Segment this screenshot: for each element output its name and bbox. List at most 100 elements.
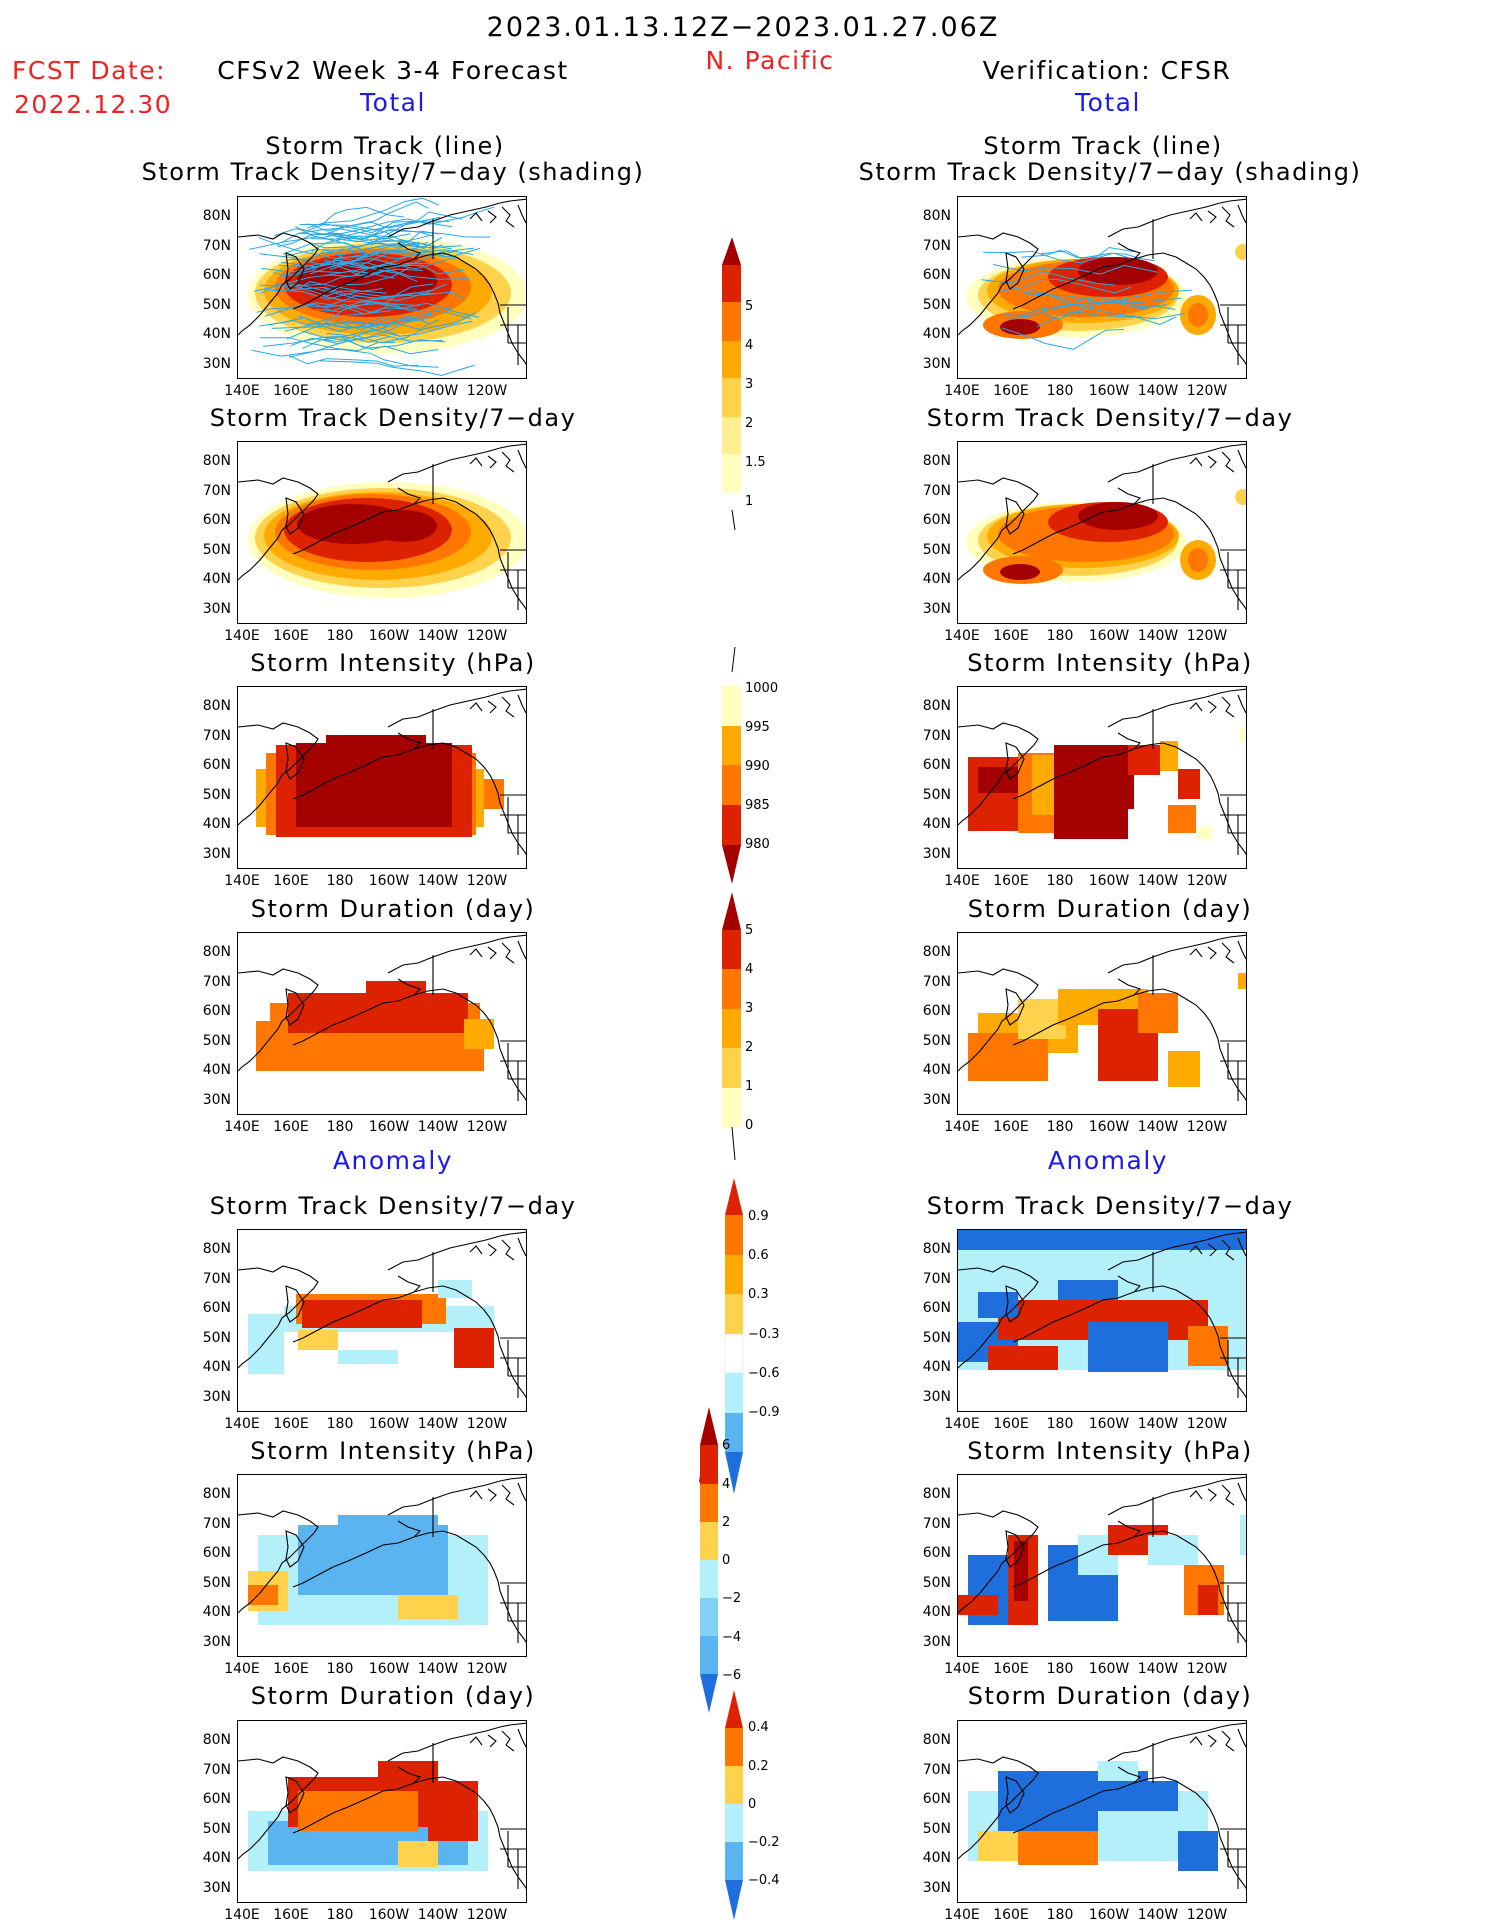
- grid-cell: [1168, 805, 1196, 833]
- state-borders: [1220, 1040, 1246, 1101]
- cb-duration-label: 2: [745, 1040, 754, 1055]
- cb-density-anom-label: 0.6: [748, 1248, 769, 1263]
- cb-intensity-label: 985: [745, 798, 770, 813]
- lon-tick-label: 140E: [224, 1119, 260, 1135]
- grid-cell: [1198, 1585, 1218, 1615]
- state-borders: [1220, 1337, 1246, 1398]
- colorbar-swatch: [725, 1452, 743, 1494]
- grid-cell: [1128, 745, 1160, 775]
- coastline-arctic: [1107, 1722, 1246, 1762]
- storm-track-line: [312, 230, 439, 251]
- grid-cell: [1178, 769, 1200, 799]
- state-borders: [500, 549, 526, 610]
- title-intensity-left: Storm Intensity (hPa): [250, 649, 536, 677]
- map-svg: [238, 1231, 526, 1398]
- title-track-shading-left: Storm Track Density/7−day (shading): [141, 158, 645, 186]
- state-borders: [500, 1337, 526, 1398]
- arctic-islands: [469, 1482, 526, 1506]
- coastline-kamchatka: [285, 988, 305, 1026]
- lat-tick-label: 70N: [922, 1270, 951, 1287]
- cb-duration-label: 3: [745, 1001, 754, 1016]
- coastline-arctic: [1107, 1476, 1246, 1516]
- grid-cell: [326, 735, 426, 747]
- lon-tick-label: 160E: [273, 1119, 309, 1135]
- lat-tick-label: 40N: [922, 1604, 951, 1620]
- grid-cell: [1088, 1322, 1168, 1372]
- lat-tick-label: 50N: [922, 296, 951, 313]
- map-density-anom-right: [957, 1229, 1247, 1412]
- colorbar-intensity: [722, 646, 741, 884]
- grid-cell: [428, 993, 468, 1033]
- storm-track-line: [273, 261, 395, 279]
- lat-tick-label: 40N: [922, 571, 951, 587]
- lat-tick-label: 70N: [202, 237, 231, 254]
- lat-tick-label: 30N: [922, 1091, 951, 1108]
- lon-tick-label: 160E: [273, 1416, 309, 1432]
- colorbar-swatch: [725, 1178, 743, 1215]
- cb-duration-anom-label: 0: [748, 1797, 757, 1812]
- shading-blob: [1235, 244, 1246, 260]
- lat-tick-label: 30N: [922, 1388, 951, 1405]
- cb-density-label: 2: [745, 416, 754, 431]
- map-svg: [238, 197, 526, 377]
- storm-track-line: [1029, 289, 1167, 310]
- lon-tick-label: 140E: [944, 383, 980, 399]
- coastline-arctic: [387, 934, 526, 974]
- map-svg: [958, 1230, 1246, 1398]
- cb-density-anom-label: 0.3: [748, 1287, 769, 1302]
- title-duration-left: Storm Duration (day): [250, 895, 536, 923]
- lat-tick-label: 60N: [922, 1545, 951, 1561]
- title-density-anom-right: Storm Track Density/7−day: [926, 1192, 1294, 1220]
- coastline-kamchatka: [1005, 1530, 1025, 1568]
- lon-tick-label: 160E: [273, 628, 309, 644]
- colorbar-density: [722, 237, 741, 531]
- state-borders: [1220, 794, 1246, 855]
- colorbar-swatch: [725, 1373, 743, 1413]
- shading-blob: [369, 510, 437, 542]
- title-duration-anom-left: Storm Duration (day): [250, 1682, 536, 1710]
- lon-tick-label: 160W: [1088, 628, 1130, 644]
- cb-intensity-anom-label: 4: [722, 1477, 731, 1492]
- state-borders: [500, 1828, 526, 1889]
- coastline-kamchatka: [285, 497, 305, 535]
- lon-tick-label: 140W: [417, 1907, 459, 1923]
- colorbar-swatch: [722, 302, 741, 341]
- lat-tick-label: 80N: [202, 453, 231, 469]
- state-borders: [500, 794, 526, 855]
- lat-tick-label: 30N: [922, 845, 951, 862]
- storm-track-line: [322, 224, 452, 250]
- lat-tick-label: 80N: [202, 208, 231, 224]
- lon-tick-label: 140W: [417, 1416, 459, 1432]
- grid-cell: [398, 1841, 438, 1867]
- shading-blob: [1078, 257, 1158, 285]
- grid-cell: [978, 767, 1024, 793]
- grid-cell: [958, 1595, 998, 1615]
- cb-density-anom-label: −0.3: [748, 1327, 780, 1342]
- title-duration-anom-right: Storm Duration (day): [967, 1682, 1253, 1710]
- lat-tick-label: 60N: [922, 267, 951, 283]
- coastline-north-america: [1133, 1530, 1246, 1643]
- right-column-heading: Verification: CFSR: [982, 56, 1232, 85]
- cb-intensity-anom-label: −4: [722, 1630, 742, 1645]
- lon-tick-label: 140E: [224, 628, 260, 644]
- lon-tick-label: 140E: [224, 1907, 260, 1923]
- coastline-asia: [238, 1265, 319, 1369]
- coastline-kamchatka: [1005, 988, 1025, 1026]
- storm-track-line: [321, 206, 495, 239]
- coastline-aleutian: [292, 1766, 422, 1834]
- lon-tick-label: 140E: [944, 1661, 980, 1677]
- grid-cell: [978, 1292, 1018, 1318]
- storm-track-line: [251, 330, 401, 357]
- storm-track-line: [298, 221, 453, 236]
- arctic-islands: [1189, 1482, 1246, 1506]
- colorbar-swatch: [725, 1294, 743, 1334]
- storm-track-line: [261, 252, 418, 273]
- arctic-islands: [469, 1728, 526, 1752]
- lon-tick-label: 180: [326, 873, 354, 889]
- storm-track-line: [263, 335, 391, 347]
- lon-tick-label: 140W: [417, 1661, 459, 1677]
- shading-blob: [1188, 548, 1208, 572]
- map-svg: [958, 1722, 1246, 1889]
- colorbar-swatch: [722, 805, 741, 845]
